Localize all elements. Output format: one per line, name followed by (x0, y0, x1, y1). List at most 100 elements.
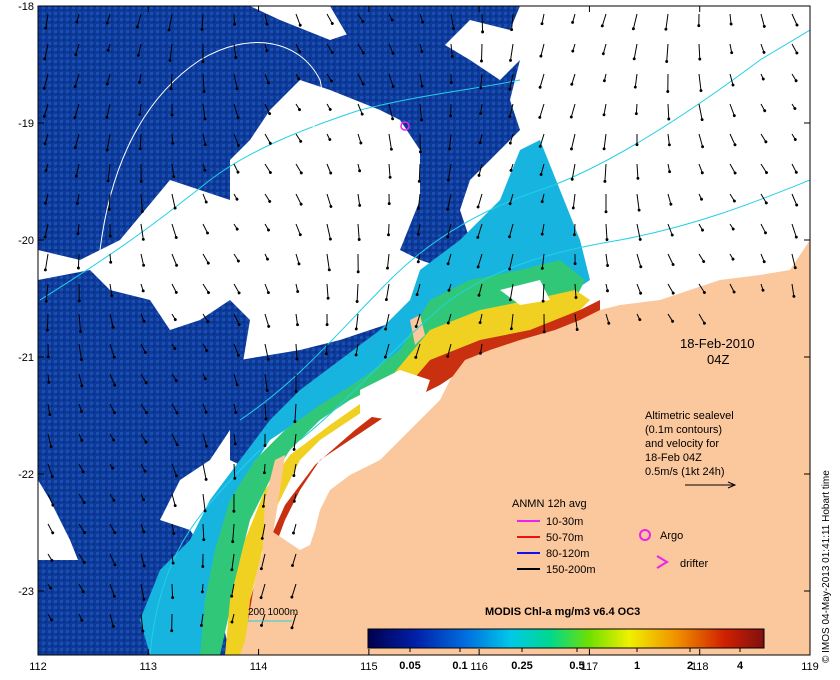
velocity-arrow (264, 103, 272, 116)
velocity-arrow (231, 523, 235, 544)
velocity-arrow (264, 73, 270, 85)
colorbar-tick-label: 2 (687, 660, 693, 672)
velocity-arrow (75, 13, 80, 24)
velocity-arrow (233, 13, 237, 26)
velocity-arrow (106, 163, 111, 183)
velocity-arrow (667, 223, 674, 237)
velocity-arrow (760, 283, 765, 292)
velocity-arrow (295, 283, 300, 293)
velocity-arrow (47, 583, 53, 590)
colorbar-tick-label: 0.25 (511, 660, 532, 672)
velocity-arrow (109, 283, 114, 298)
velocity-arrow (508, 133, 514, 145)
velocity-arrow (664, 13, 669, 31)
velocity-arrow (477, 283, 483, 297)
velocity-arrow (78, 463, 85, 474)
anmn-legend-title: ANMN 12h avg (512, 498, 587, 510)
velocity-arrow (43, 253, 49, 272)
velocity-arrow (416, 223, 421, 236)
velocity-arrow (760, 73, 765, 81)
velocity-arrow (78, 523, 86, 535)
velocity-arrow (171, 343, 177, 351)
velocity-arrow (538, 103, 545, 119)
x-axis: 112 113 114 115 116 117 118 119 (29, 6, 819, 673)
velocity-arrow (388, 43, 395, 55)
velocity-arrow (42, 103, 49, 118)
velocity-arrow (233, 403, 238, 414)
anmn-legend-item: 80-120m (517, 548, 589, 560)
velocity-arrow (47, 493, 55, 507)
velocity-arrow (109, 583, 116, 598)
velocity-arrow (171, 223, 178, 239)
velocity-arrow (729, 43, 734, 55)
velocity-arrow (326, 43, 334, 54)
velocity-arrow (44, 163, 49, 173)
velocity-arrow (202, 403, 208, 414)
sealevel-contour (239, 29, 810, 421)
velocity-arrow (729, 13, 733, 26)
velocity-arrow (202, 103, 207, 121)
velocity-arrow (539, 43, 545, 58)
velocity-arrow (264, 43, 269, 53)
velocity-arrow (388, 163, 392, 179)
velocity-arrow (760, 13, 766, 28)
y-tick-label: -18 (18, 1, 34, 13)
velocity-arrow (259, 583, 266, 600)
velocity-arrow (634, 103, 638, 116)
velocity-arrow (78, 433, 84, 442)
velocity-arrow (260, 523, 266, 540)
velocity-vectors (42, 13, 799, 633)
velocity-arrow (140, 433, 148, 444)
velocity-arrow (233, 313, 241, 326)
velocity-arrow (140, 583, 146, 601)
velocity-arrow (479, 73, 483, 90)
velocity-arrow (140, 253, 146, 267)
velocity-arrow (171, 553, 175, 565)
date-label: 18-Feb-2010 (680, 336, 754, 351)
velocity-arrow (419, 13, 425, 24)
velocity-arrow (446, 223, 452, 239)
velocity-arrow (601, 43, 607, 56)
chl-low-region-north (38, 6, 520, 270)
altimetry-line2: (0.1m contours) (645, 424, 722, 436)
velocity-arrow (264, 343, 270, 361)
velocity-arrow (571, 13, 576, 24)
velocity-arrow (109, 343, 116, 359)
velocity-arrow (446, 193, 452, 211)
velocity-arrow (510, 13, 514, 32)
velocity-arrow (109, 613, 115, 628)
velocity-arrow (264, 133, 272, 145)
velocity-arrow (698, 253, 706, 263)
velocity-arrow (140, 463, 147, 473)
velocity-arrow (791, 13, 799, 27)
velocity-arrow (476, 253, 483, 269)
x-tick-label: 118 (691, 661, 709, 673)
velocity-arrow (202, 193, 208, 204)
velocity-arrow (202, 313, 210, 324)
velocity-arrow (202, 343, 209, 353)
velocity-arrow (667, 103, 671, 121)
anmn-legend-label: 50-70m (546, 532, 583, 544)
velocity-arrow (636, 313, 642, 322)
velocity-arrow (729, 253, 735, 261)
anmn-legend-label: 150-200m (546, 564, 596, 576)
velocity-arrow (791, 103, 797, 110)
velocity-arrow (171, 133, 175, 145)
velocity-arrow (264, 253, 269, 261)
velocity-arrow (603, 163, 607, 183)
velocity-arrow (171, 493, 177, 508)
velocity-arrow (295, 253, 301, 266)
velocity-arrow (230, 583, 235, 598)
velocity-arrow (78, 403, 83, 413)
velocity-arrow (202, 253, 210, 265)
velocity-arrow (109, 433, 116, 442)
velocity-scale-arrowhead (727, 481, 737, 489)
velocity-arrow (388, 133, 393, 151)
velocity-arrow (326, 223, 332, 241)
velocity-arrow (200, 13, 204, 31)
velocity-arrow (109, 313, 115, 329)
velocity-arrow (292, 493, 297, 503)
velocity-arrow (264, 163, 272, 174)
velocity-arrow (636, 283, 643, 295)
velocity-arrow (78, 343, 83, 361)
